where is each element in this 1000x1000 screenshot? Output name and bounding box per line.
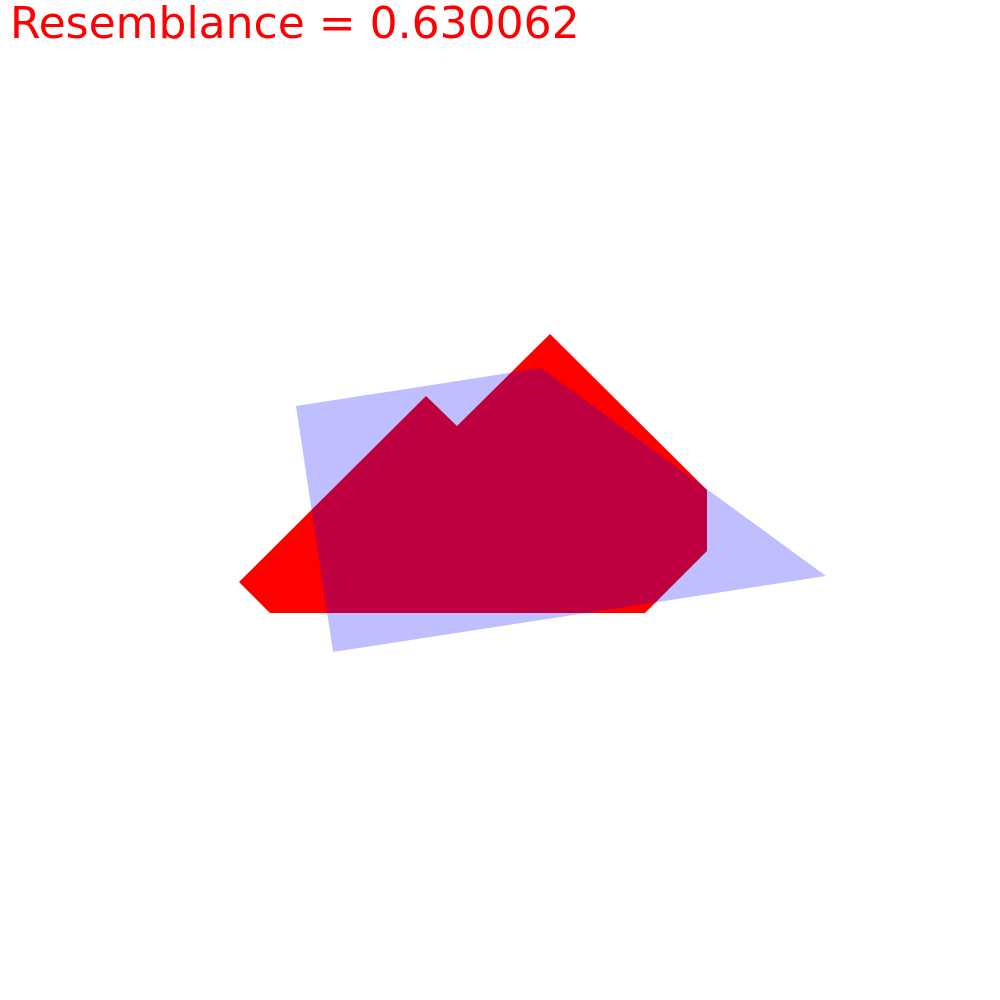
- resemblance-title: Resemblance = 0.630062: [10, 0, 580, 49]
- target-polygon: [239, 334, 707, 613]
- candidate-polygon: [296, 368, 826, 652]
